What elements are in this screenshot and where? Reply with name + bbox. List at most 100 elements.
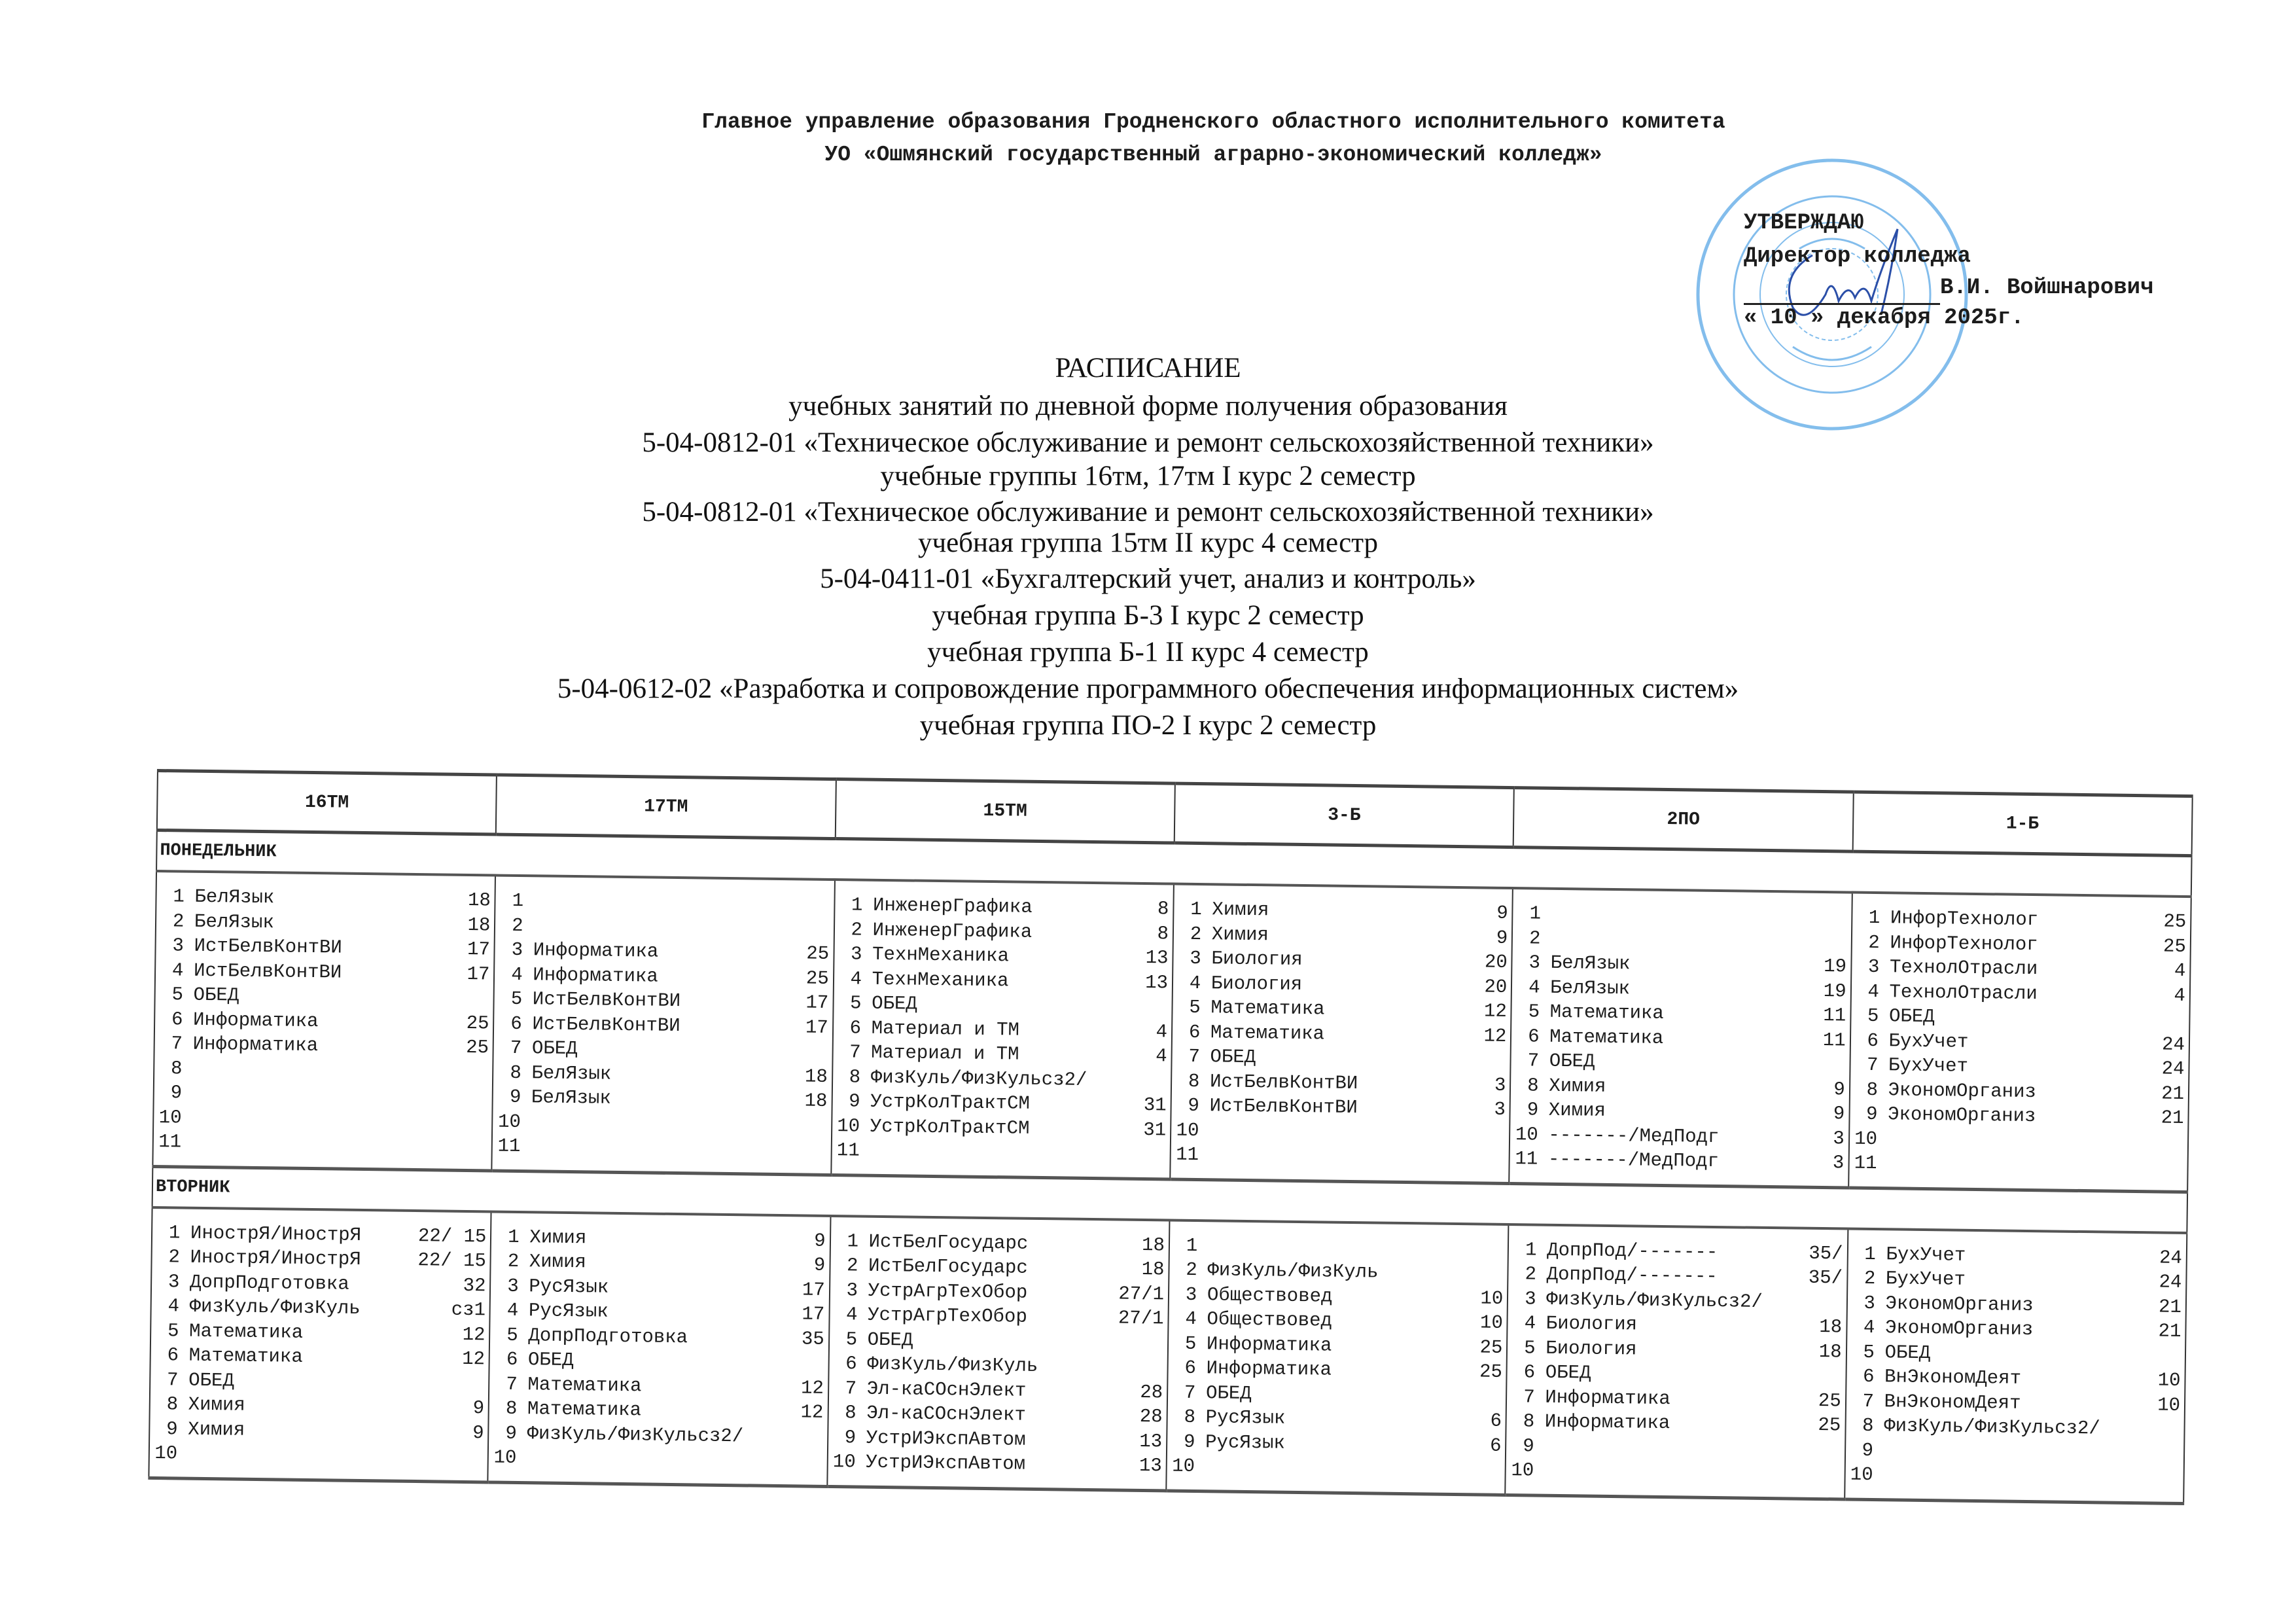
lesson-subject: ФизКуль/ФизКуль bbox=[189, 1295, 361, 1319]
lesson-room: 11 bbox=[1823, 1005, 1846, 1027]
lesson-number: 2 bbox=[1863, 1267, 1876, 1290]
lesson-item: 7 ОБЕД bbox=[1514, 1048, 1846, 1077]
lesson-item: 6 Математика 12 bbox=[154, 1343, 486, 1372]
lesson-item: 1 bbox=[1515, 901, 1847, 930]
lesson-room: 10 bbox=[2157, 1369, 2181, 1391]
lesson-room: 3 bbox=[1832, 1152, 1845, 1174]
lesson-subject: Биология bbox=[1545, 1312, 1638, 1336]
group-day-cell: 1 2 ФизКуль/ФизКуль 3 Обществовед 10 4 Общество… bbox=[1166, 1219, 1509, 1495]
lesson-item: 2 ИнженерГрафика 8 bbox=[837, 918, 1169, 946]
lesson-room: 3 bbox=[1494, 1098, 1506, 1120]
lesson-subject: РусЯзык bbox=[1205, 1406, 1286, 1429]
lesson-subject: БухУчет bbox=[1888, 1029, 1969, 1053]
lesson-number: 4 bbox=[1863, 1316, 1875, 1339]
lesson-subject: Информатика bbox=[533, 939, 659, 963]
lesson-subject bbox=[192, 1130, 488, 1158]
lesson-room: 22/ 15 bbox=[417, 1249, 487, 1272]
lesson-subject: Математика bbox=[188, 1320, 304, 1344]
lesson-room: 24 bbox=[2161, 1033, 2185, 1056]
lesson-subject: ДопрПодготовка bbox=[189, 1271, 349, 1295]
lesson-room: 25 bbox=[2163, 910, 2187, 933]
lesson-subject: ВнЭкономДеят bbox=[1884, 1366, 2022, 1389]
lesson-number: 1 bbox=[1529, 902, 1542, 925]
lesson-subject: ОБЕД bbox=[1884, 1341, 1931, 1364]
organization-line-1: Главное управление образования Гродненск… bbox=[701, 110, 1725, 134]
lesson-subject: Химия bbox=[188, 1418, 245, 1441]
lesson-item: 1 ИнженерГрафика 8 bbox=[838, 893, 1169, 921]
lesson-subject: БелЯзык bbox=[1550, 952, 1631, 975]
lesson-subject bbox=[1887, 1127, 2183, 1155]
lesson-subject: РусЯзык bbox=[1205, 1431, 1286, 1454]
lesson-room: 18 bbox=[804, 1065, 828, 1088]
lesson-item: 2 БелЯзык 18 bbox=[159, 909, 491, 938]
lesson-number: 6 bbox=[1523, 1361, 1536, 1383]
lesson-item: 9 ИстБелвКонтВИ 3 bbox=[1174, 1094, 1506, 1122]
lesson-subject: Информатика bbox=[1206, 1357, 1332, 1381]
lesson-item: 4 РусЯзык 17 bbox=[493, 1298, 825, 1327]
lesson-subject: ИстБелвКонтВИ bbox=[532, 988, 681, 1012]
lesson-item: 10 bbox=[152, 1441, 484, 1470]
lesson-subject: УстрАгрТехОбор bbox=[867, 1304, 1028, 1328]
signature-icon bbox=[1788, 228, 1899, 316]
lesson-room: 35 bbox=[801, 1327, 825, 1350]
lesson-room: 25 bbox=[2163, 935, 2187, 957]
lesson-item: 8 Химия 9 bbox=[1513, 1073, 1845, 1102]
lessons-row: 1 ИнострЯ/ИнострЯ 22/ 15 2 ИнострЯ/ИнострЯ 22… bbox=[149, 1207, 2187, 1504]
lesson-subject: -------/МедПодг bbox=[1548, 1124, 1720, 1148]
lesson-number: 9 bbox=[1188, 1094, 1200, 1117]
lesson-item: 4 ТехнМеханика 13 bbox=[836, 967, 1168, 995]
group-day-cell: 1 ИнфорТехнолог 25 2 ИнфорТехнолог 25 3 ТехнолО… bbox=[1848, 892, 2191, 1192]
lesson-subject: УстрКолТрактСМ bbox=[870, 1090, 1031, 1115]
lesson-number: 5 bbox=[171, 984, 184, 1006]
lesson-item: 11 bbox=[1173, 1143, 1505, 1171]
lesson-item: 3 Биология 20 bbox=[1176, 946, 1508, 975]
lesson-subject: ФизКуль/ФизКульсз2/ bbox=[527, 1422, 744, 1447]
lesson-item: 4 ЭкономОрганиз 21 bbox=[1850, 1315, 2181, 1344]
lesson-room: 3 bbox=[1833, 1127, 1845, 1149]
lesson-number: 7 bbox=[166, 1368, 179, 1391]
title-line: учебных занятий по дневной форме получен… bbox=[788, 391, 1508, 421]
group-column-header: 17ТМ bbox=[496, 775, 836, 839]
lesson-item: 2 Химия 9 bbox=[1176, 921, 1508, 950]
lesson-number: 4 bbox=[1528, 976, 1540, 999]
lesson-subject bbox=[1544, 1434, 1841, 1462]
lesson-room: 17 bbox=[467, 963, 490, 985]
lesson-item: 5 Математика 11 bbox=[1515, 999, 1846, 1028]
lesson-room: 13 bbox=[1139, 1454, 1162, 1477]
lesson-number: 8 bbox=[849, 1065, 861, 1088]
lesson-subject: Химия bbox=[1212, 899, 1269, 921]
lesson-number: 7 bbox=[1523, 1385, 1535, 1408]
lesson-number: 4 bbox=[511, 963, 523, 986]
lesson-item: 8 РусЯзык 6 bbox=[1170, 1405, 1502, 1434]
lesson-number: 10 bbox=[1854, 1128, 1878, 1150]
lesson-subject: ОБЕД bbox=[193, 984, 239, 1007]
lesson-subject bbox=[192, 1081, 488, 1109]
lesson-room: 25 bbox=[805, 967, 829, 990]
lesson-room: 6 bbox=[1490, 1410, 1502, 1432]
lesson-item: 9 ФизКуль/ФизКульсз2/ bbox=[491, 1421, 823, 1450]
lesson-item: 7 ОБЕД bbox=[497, 1036, 828, 1065]
lesson-room: 21 bbox=[2161, 1107, 2184, 1129]
lesson-room: 25 bbox=[1479, 1336, 1503, 1359]
lesson-item: 2 bbox=[498, 913, 830, 942]
lesson-number: 6 bbox=[1867, 1029, 1879, 1052]
lesson-item: 4 ФизКуль/ФизКуль сз1 bbox=[154, 1294, 486, 1323]
lesson-number: 5 bbox=[506, 1324, 518, 1346]
lesson-room: 4 bbox=[1156, 1020, 1168, 1043]
lessons-row: 1 БелЯзык 18 2 БелЯзык 18 3 ИстБелвКонтВИ 17 4 Ист… bbox=[152, 871, 2191, 1192]
lesson-item: 6 ОБЕД bbox=[493, 1347, 824, 1376]
lesson-subject: Химия bbox=[529, 1226, 587, 1249]
lesson-number: 2 bbox=[507, 1250, 520, 1273]
lesson-subject: ОБЕД bbox=[867, 1329, 913, 1351]
group-column-header: 3-Б bbox=[1174, 783, 1515, 847]
lesson-item: 7 БухУчет 24 bbox=[1853, 1053, 2185, 1082]
lesson-subject: Эл-каСОснЭлект bbox=[866, 1378, 1027, 1402]
lesson-number: 5 bbox=[1189, 996, 1201, 1019]
lesson-room: 21 bbox=[2161, 1082, 2185, 1105]
lesson-item: 4 УстрАгрТехОбор 27/1 bbox=[832, 1302, 1164, 1331]
group-day-cell: 1 БелЯзык 18 2 БелЯзык 18 3 ИстБелвКонтВИ 17 4 Ист… bbox=[152, 871, 496, 1171]
lesson-room: 4 bbox=[2174, 984, 2186, 1007]
lesson-subject bbox=[188, 1442, 484, 1470]
lesson-item: 8 ФизКуль/ФизКульсз2/ bbox=[1848, 1414, 2180, 1442]
lesson-subject: Информатика bbox=[1206, 1332, 1332, 1357]
